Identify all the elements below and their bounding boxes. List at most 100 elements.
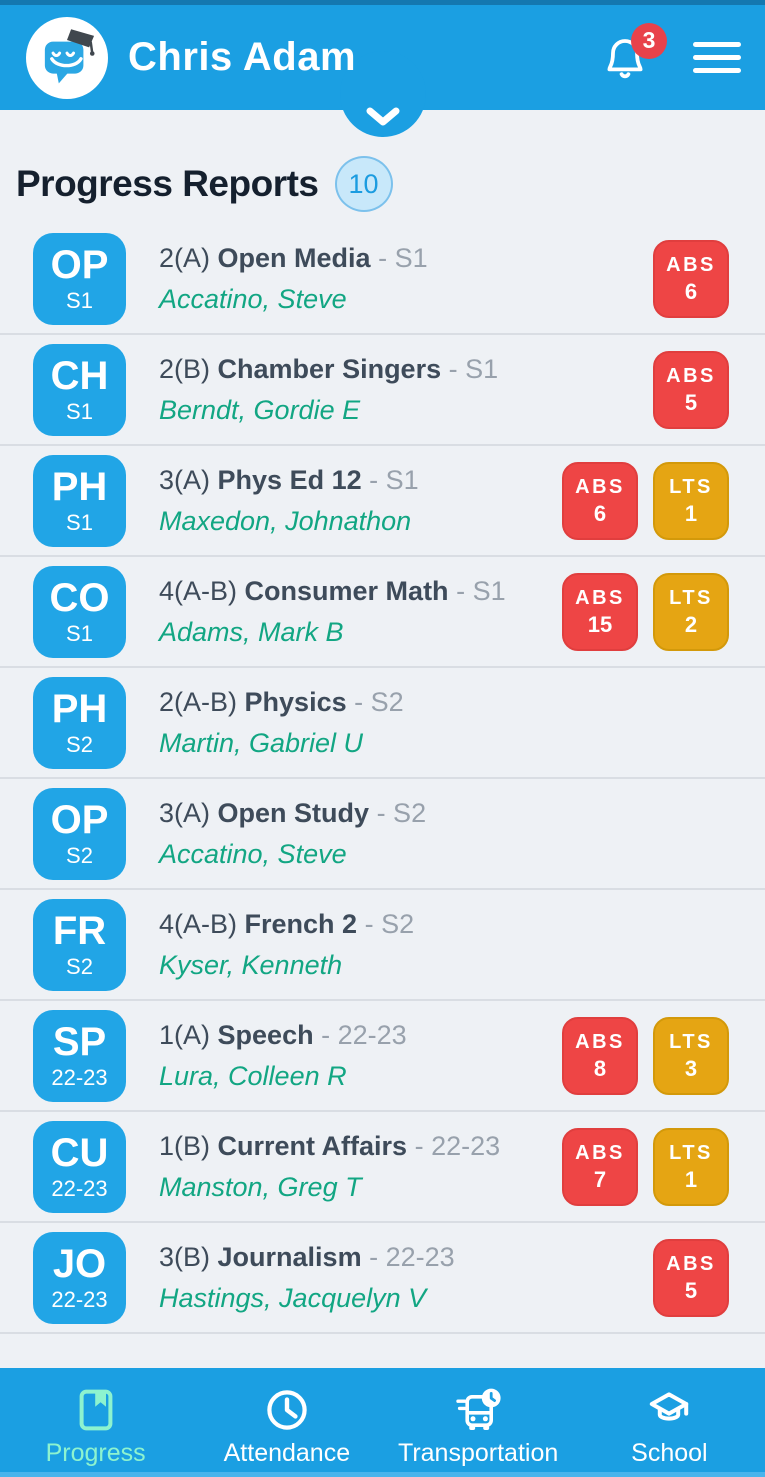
course-row[interactable]: PH S2 2(A-B) Physics - S2 Martin, Gabrie… (0, 668, 765, 779)
course-tile-term: S2 (66, 843, 93, 868)
course-abbreviation: PH (51, 687, 108, 731)
course-info: 2(A) Open Media - S1 Accatino, Steve (159, 243, 653, 315)
course-info: 3(A) Open Study - S2 Accatino, Steve (159, 798, 729, 870)
badge-count: 15 (587, 611, 613, 637)
course-row[interactable]: OP S2 3(A) Open Study - S2 Accatino, Ste… (0, 779, 765, 890)
notification-count-badge: 3 (631, 22, 667, 59)
course-info: 4(A-B) Consumer Math - S1 Adams, Mark B (159, 576, 562, 648)
student-name: Chris Adam (128, 35, 357, 79)
course-tile: SP 22-23 (33, 1009, 126, 1102)
course-abbreviation: OP (50, 798, 109, 842)
course-title-line: 4(A-B) Consumer Math - S1 (159, 576, 562, 607)
course-row[interactable]: SP 22-23 1(A) Speech - 22-23 Lura, Colle… (0, 1001, 765, 1112)
abs-badge: ABS 5 (653, 1238, 729, 1317)
course-period: 1(B) (159, 1130, 211, 1161)
course-term: - S2 (364, 908, 415, 939)
nav-item-school[interactable]: School (574, 1368, 765, 1477)
course-tile-term: 22-23 (51, 1176, 108, 1201)
course-name: Open Study (217, 797, 370, 828)
bus-clock-icon (454, 1386, 502, 1434)
course-term: - S2 (354, 686, 404, 717)
bottom-navigation: Progress Attendance Transportat (0, 1368, 765, 1477)
attendance-badge-group: ABS 6 (653, 239, 729, 318)
abs-badge: ABS 6 (653, 239, 729, 318)
course-row[interactable]: PH S1 3(A) Phys Ed 12 - S1 Maxedon, John… (0, 446, 765, 557)
chevron-down-icon (366, 107, 399, 126)
lts-badge: LTS 1 (653, 461, 729, 540)
attendance-badge-group: ABS 5 (653, 1238, 729, 1317)
attendance-badge-group: ABS 7 LTS 1 (562, 1127, 729, 1206)
course-name: Physics (244, 686, 347, 717)
course-row[interactable]: JO 22-23 3(B) Journalism - 22-23 Hasting… (0, 1223, 765, 1334)
bell-icon (607, 38, 643, 78)
course-row[interactable]: FR S2 4(A-B) French 2 - S2 Kyser, Kennet… (0, 890, 765, 1001)
nav-label: Progress (45, 1438, 146, 1467)
course-tile: CU 22-23 (33, 1120, 126, 1213)
course-tile: OP S1 (33, 232, 126, 325)
course-title-line: 1(A) Speech - 22-23 (159, 1020, 562, 1051)
abs-badge: ABS 8 (562, 1016, 638, 1095)
badge-type-label: LTS (669, 586, 713, 609)
menu-button[interactable] (693, 42, 741, 73)
course-term: - S1 (456, 575, 506, 606)
course-tile: CO S1 (33, 565, 126, 658)
course-row[interactable]: CH S1 2(B) Chamber Singers - S1 Berndt, … (0, 335, 765, 446)
badge-count: 5 (684, 389, 698, 415)
course-term: - 22-23 (369, 1241, 455, 1272)
badge-type-label: LTS (669, 1141, 713, 1164)
course-tile: PH S1 (33, 454, 126, 547)
course-tile-term: S2 (66, 732, 93, 757)
course-tile-term: 22-23 (51, 1287, 108, 1312)
course-name: Journalism (217, 1241, 362, 1272)
course-term: - S2 (376, 797, 427, 828)
course-abbreviation: PH (51, 465, 108, 509)
course-row[interactable]: CU 22-23 1(B) Current Affairs - 22-23 Ma… (0, 1112, 765, 1223)
badge-count: 6 (684, 278, 698, 304)
course-abbreviation: CU (50, 1131, 109, 1175)
attendance-badge-group: ABS 5 (653, 350, 729, 429)
badge-type-label: ABS (575, 1030, 625, 1053)
app-header: Chris Adam 3 (0, 0, 765, 137)
status-bar-strip (0, 0, 765, 5)
course-info: 3(A) Phys Ed 12 - S1 Maxedon, Johnathon (159, 465, 562, 537)
nav-item-transportation[interactable]: Transportation (383, 1368, 574, 1477)
badge-type-label: LTS (669, 1030, 713, 1053)
course-teacher: Berndt, Gordie E (159, 394, 361, 425)
badge-count: 3 (684, 1055, 698, 1081)
progress-reports-screen: Progress Reports 10 OP S1 2(A) Open Medi… (0, 110, 765, 1368)
course-info: 3(B) Journalism - 22-23 Hastings, Jacque… (159, 1242, 653, 1314)
badge-type-label: ABS (666, 1252, 716, 1275)
nav-item-progress[interactable]: Progress (0, 1368, 191, 1477)
course-tile: CH S1 (33, 343, 126, 436)
course-term: - 22-23 (321, 1019, 407, 1050)
lts-badge: LTS 1 (653, 1127, 729, 1206)
collapse-header-button[interactable] (339, 51, 426, 137)
app-logo (26, 16, 108, 99)
abs-badge: ABS 15 (562, 572, 638, 651)
course-name: Open Media (217, 242, 371, 273)
nav-item-attendance[interactable]: Attendance (191, 1368, 382, 1477)
hamburger-icon (693, 42, 741, 47)
course-title-line: 2(A-B) Physics - S2 (159, 687, 729, 718)
notifications-button[interactable]: 3 (601, 22, 667, 85)
course-row[interactable]: OP S1 2(A) Open Media - S1 Accatino, Ste… (0, 224, 765, 335)
course-title-line: 1(B) Current Affairs - 22-23 (159, 1131, 562, 1162)
course-tile: FR S2 (33, 898, 126, 991)
course-teacher: Kyser, Kenneth (159, 949, 343, 980)
course-info: 1(B) Current Affairs - 22-23 Manston, Gr… (159, 1131, 562, 1203)
course-tile-term: S2 (66, 954, 93, 979)
attendance-badge-group: ABS 8 LTS 3 (562, 1016, 729, 1095)
nav-label: School (631, 1438, 708, 1467)
badge-count: 5 (684, 1277, 698, 1303)
lts-badge: LTS 3 (653, 1016, 729, 1095)
attendance-badge-group: ABS 6 LTS 1 (562, 461, 729, 540)
course-tile: JO 22-23 (33, 1231, 126, 1324)
course-term: - 22-23 (414, 1130, 501, 1161)
course-period: 2(A) (159, 242, 211, 273)
course-row[interactable]: CO S1 4(A-B) Consumer Math - S1 Adams, M… (0, 557, 765, 668)
course-term: - S1 (369, 464, 419, 495)
badge-count: 7 (593, 1166, 607, 1192)
course-teacher: Accatino, Steve (159, 283, 347, 314)
course-title-line: 3(A) Open Study - S2 (159, 798, 729, 829)
course-term: - S1 (448, 353, 499, 384)
